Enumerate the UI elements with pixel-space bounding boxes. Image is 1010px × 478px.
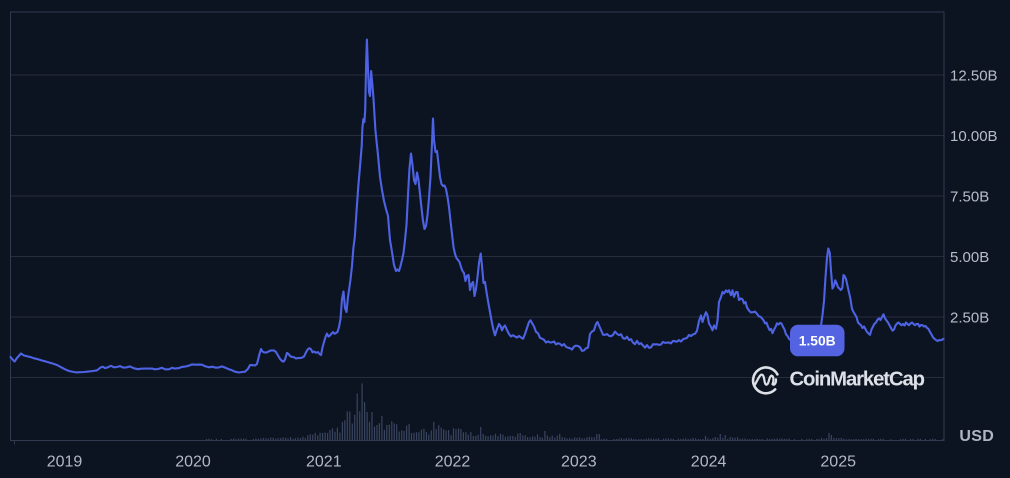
svg-text:2019: 2019 bbox=[47, 454, 83, 471]
svg-text:2024: 2024 bbox=[691, 454, 727, 471]
svg-text:2023: 2023 bbox=[561, 454, 597, 471]
svg-text:12.50B: 12.50B bbox=[950, 67, 998, 84]
svg-text:CoinMarketCap: CoinMarketCap bbox=[790, 368, 925, 390]
svg-text:2.50B: 2.50B bbox=[950, 309, 989, 326]
svg-text:2022: 2022 bbox=[435, 454, 471, 471]
svg-text:5.00B: 5.00B bbox=[950, 249, 989, 266]
svg-text:7.50B: 7.50B bbox=[950, 188, 989, 205]
svg-text:10.00B: 10.00B bbox=[950, 128, 998, 145]
svg-text:USD: USD bbox=[959, 428, 994, 445]
svg-text:2020: 2020 bbox=[175, 454, 211, 471]
svg-text:2021: 2021 bbox=[306, 454, 342, 471]
svg-text:1.50B: 1.50B bbox=[799, 333, 836, 348]
svg-text:2025: 2025 bbox=[820, 454, 856, 471]
